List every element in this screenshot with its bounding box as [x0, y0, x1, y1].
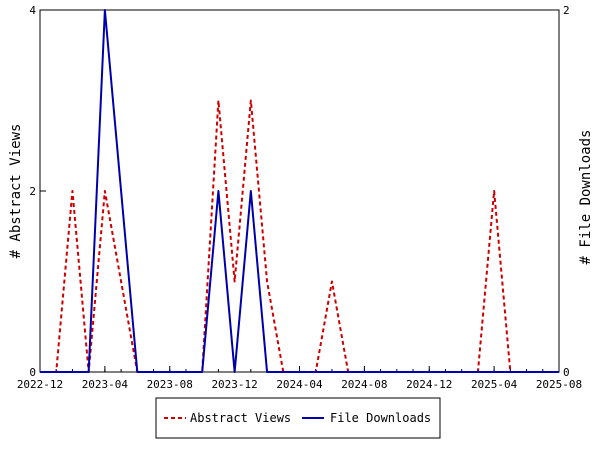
y-left-tick-label: 4 [29, 4, 36, 17]
plot-area [39, 9, 560, 373]
x-tick-label: 2024-08 [341, 378, 387, 391]
series-layer [40, 9, 559, 373]
x-tick-label: 2022-12 [17, 378, 63, 391]
x-tick-label: 2023-12 [211, 378, 257, 391]
legend-box [155, 397, 441, 439]
x-tick-label: 2024-04 [276, 378, 323, 391]
x-tick-label: 2023-08 [147, 378, 193, 391]
legend: Abstract Views File Downloads [155, 397, 441, 439]
legend-label-abstract-views: Abstract Views [190, 411, 291, 425]
series-line-file-downloads [40, 9, 559, 373]
x-tick-label: 2024-12 [406, 378, 452, 391]
y-axis-left-label: # Abstract Views [8, 124, 24, 259]
y-left-tick-label: 2 [29, 185, 36, 198]
y-left-tick-label: 0 [29, 366, 36, 379]
x-tick-label: 2025-04 [471, 378, 518, 391]
x-tick-label: 2025-08 [536, 378, 582, 391]
legend-label-file-downloads: File Downloads [330, 411, 431, 425]
y-axis-right-label: # File Downloads [578, 130, 594, 265]
x-tick-label: 2023-04 [82, 378, 129, 391]
x-axis: 2022-12 2023-04 2023-08 2023-12 2024-04 2024-… [17, 366, 582, 391]
y-right-tick-label: 2 [563, 4, 570, 17]
y-right-tick-label: 0 [563, 366, 570, 379]
